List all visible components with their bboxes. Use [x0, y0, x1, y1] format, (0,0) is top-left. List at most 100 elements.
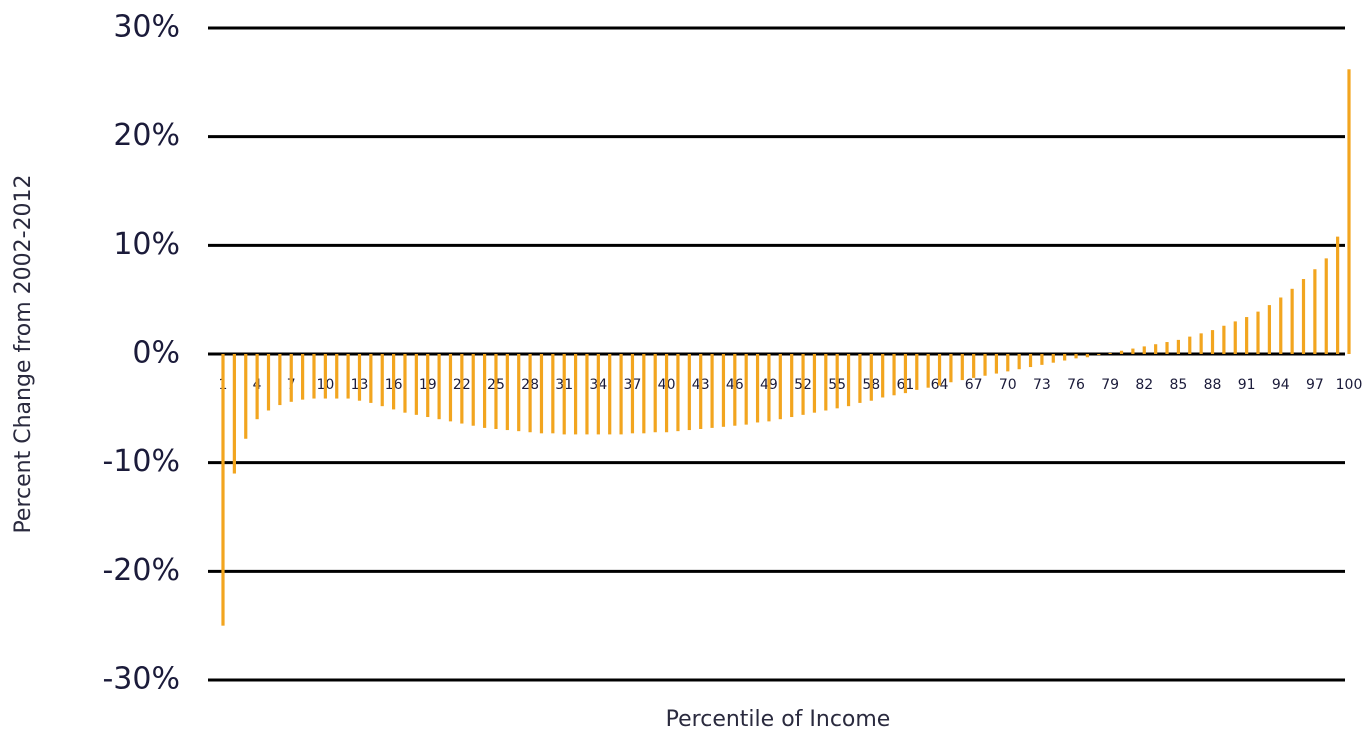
bar	[1279, 297, 1283, 354]
y-tick-label: 0%	[132, 336, 180, 371]
y-tick-label: -20%	[102, 553, 180, 588]
bar	[471, 354, 475, 426]
bar	[437, 354, 441, 420]
bar	[1210, 330, 1215, 354]
bar	[482, 354, 487, 428]
bar	[721, 354, 726, 427]
x-tick-label: 67	[965, 377, 983, 393]
bar	[630, 354, 635, 434]
bar	[960, 354, 964, 381]
x-tick-label: 73	[1033, 377, 1051, 393]
bar	[517, 354, 521, 432]
bar	[1233, 321, 1237, 354]
bar	[1119, 350, 1124, 354]
bar	[710, 354, 714, 428]
y-tick-label: -30%	[102, 662, 180, 697]
bar	[869, 354, 873, 401]
bar	[278, 354, 282, 406]
bar	[903, 354, 908, 394]
bar	[949, 354, 953, 383]
y-tick-label: -10%	[102, 444, 180, 479]
x-axis-title: Percentile of Income	[666, 707, 891, 732]
bar	[1267, 305, 1271, 354]
bar	[619, 354, 623, 435]
x-tick-label: 97	[1306, 377, 1324, 393]
bar	[664, 354, 669, 433]
bar	[1108, 352, 1112, 354]
bar	[494, 354, 498, 429]
bar	[824, 354, 828, 411]
bar	[915, 354, 919, 390]
bar	[244, 354, 248, 439]
y-axis-title: Percent Change from 2002-2012	[11, 174, 36, 533]
bar	[1097, 354, 1101, 356]
bar	[1040, 354, 1044, 365]
bar	[790, 354, 794, 418]
bar	[1324, 258, 1328, 354]
y-tick-label: 20%	[113, 118, 180, 153]
bar	[1063, 354, 1067, 361]
bar	[1222, 325, 1226, 354]
y-tick-label: 10%	[113, 227, 180, 262]
y-tick-label: 30%	[113, 10, 180, 45]
bar	[699, 354, 703, 429]
bar	[596, 354, 600, 435]
x-tick-label: 82	[1135, 377, 1153, 393]
bar	[1085, 354, 1090, 358]
bar	[676, 354, 680, 432]
bar	[266, 354, 271, 411]
bar	[346, 354, 350, 399]
x-tick-label: 85	[1169, 377, 1187, 393]
bar	[835, 354, 839, 409]
bar	[1028, 354, 1033, 368]
bar	[937, 354, 942, 386]
bar	[1017, 354, 1021, 370]
bar	[892, 354, 896, 396]
bar	[357, 354, 362, 401]
bar	[1301, 279, 1306, 354]
bar	[812, 354, 817, 413]
bar	[1199, 333, 1203, 354]
bar	[369, 354, 373, 403]
bar	[1313, 269, 1317, 354]
x-tick-label: 88	[1204, 377, 1222, 393]
x-tick-label: 76	[1067, 377, 1085, 393]
bar	[403, 354, 407, 413]
bar	[1290, 288, 1294, 354]
bar	[926, 354, 930, 388]
bar	[1188, 336, 1192, 354]
bar	[972, 354, 976, 378]
bar	[858, 354, 862, 403]
bar	[642, 354, 646, 434]
bar	[983, 354, 987, 376]
bar	[778, 354, 782, 420]
bar	[801, 354, 805, 415]
bar	[414, 354, 418, 415]
bar	[323, 354, 327, 399]
bar	[1256, 311, 1260, 354]
bar	[585, 354, 589, 435]
x-tick-label: 79	[1101, 377, 1119, 393]
bar	[881, 354, 885, 398]
bar	[1154, 344, 1158, 354]
bar	[448, 354, 453, 422]
bar	[608, 354, 612, 435]
bar	[335, 354, 339, 399]
bar	[289, 354, 293, 402]
bar	[687, 354, 691, 431]
bar	[301, 354, 305, 400]
bar	[1176, 339, 1180, 354]
bar	[505, 354, 509, 431]
bar	[551, 354, 555, 434]
bar	[755, 354, 760, 423]
bar	[767, 354, 771, 422]
bar	[528, 354, 532, 433]
bar	[1051, 354, 1055, 363]
bar	[1074, 354, 1078, 359]
x-tick-label: 70	[999, 377, 1017, 393]
bar	[846, 354, 851, 407]
bar	[994, 354, 999, 374]
bar	[1347, 69, 1351, 354]
bar	[744, 354, 748, 425]
